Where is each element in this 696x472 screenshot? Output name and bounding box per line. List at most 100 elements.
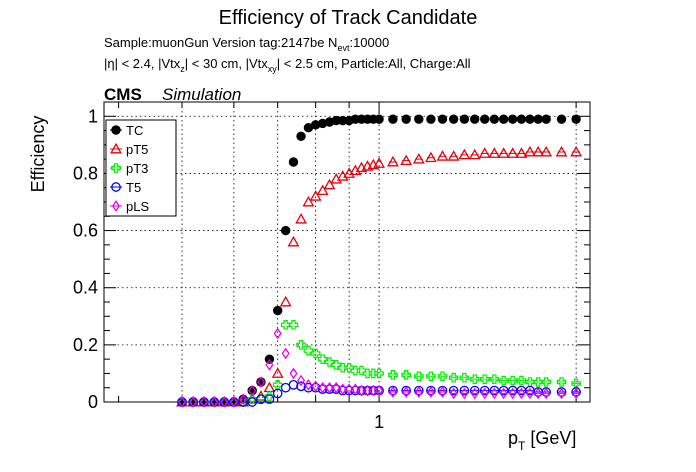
point-pt5 [555,145,568,157]
point-pt5 [570,145,583,157]
point-pt3 [414,371,424,382]
point-tc [489,114,500,124]
point-pls [311,380,320,393]
sample-info-text: Sample:muonGun Version tag:2147be N [104,35,337,50]
legend-label-pt3: pT3 [126,161,148,176]
point-pls [534,387,543,400]
point-pt5 [271,367,284,378]
point-pls [438,386,447,398]
point-pt5 [330,173,343,184]
data-points [176,114,583,408]
point-pls [499,387,508,400]
point-t5 [448,385,459,396]
point-pt3 [374,368,384,379]
x-tick-label-0: 1 [374,412,384,432]
point-pt5 [287,235,300,247]
legend-label-tc: TC [126,123,143,138]
point-tc [288,157,299,167]
point-pt5 [478,147,491,158]
point-pls [178,396,187,408]
point-pt3 [280,320,291,330]
point-pls [325,381,334,394]
point-t5 [296,381,306,392]
point-pt5 [436,150,449,161]
point-pt5 [524,145,536,157]
legend: TC pT5 pT3 T5 pLS [105,119,177,217]
cuts-part-1: z [180,64,185,74]
y-tick-label-0: 0 [88,392,98,412]
point-pt5 [400,154,413,166]
legend-marker-pt3 [111,163,121,173]
cuts-part-0: |η| < 2.4, |Vtx [104,56,181,71]
point-pls [248,384,257,397]
point-pt3 [507,375,518,386]
point-pls [265,359,274,371]
point-pls [289,367,298,380]
point-pls [525,387,534,400]
point-tc [507,114,518,124]
point-pt3 [489,374,500,384]
point-pt3 [317,354,328,364]
point-pt3 [479,374,490,384]
point-pt5 [515,147,528,158]
point-tc [272,305,283,316]
point-pt5 [506,147,519,158]
point-pls [517,387,526,400]
point-pt3 [331,360,341,370]
point-pls [297,374,306,387]
point-pls [414,386,423,398]
selection-cuts: |η| < 2.4, |Vtxz| < 30 cm, |Vtxxy| < 2.5… [104,56,471,74]
series-pt5 [176,145,583,407]
y-tick-label-4: 0.8 [73,163,98,183]
simulation-label: Simulation [162,85,241,104]
point-pt5 [458,148,471,160]
point-pt5 [540,145,553,157]
point-pls [332,381,341,394]
point-pls [357,384,366,397]
legend-label-t5: T5 [126,180,141,195]
point-pls [508,387,517,400]
point-pls [239,393,248,405]
point-pls [220,396,229,408]
point-pt3 [296,340,306,350]
point-tc [498,114,509,124]
point-pt5 [468,148,481,160]
legend-marker-t5 [111,182,121,192]
point-pls [229,396,238,408]
legend-label-pt5: pT5 [126,142,148,157]
point-tc [516,114,527,124]
point-tc [374,114,384,124]
point-tc [401,114,411,124]
point-t5 [264,394,275,404]
point-pls [426,386,435,398]
point-pt5 [302,195,315,207]
sample-info-sub: evt [337,43,350,53]
point-tc [470,114,480,124]
point-pt5 [412,153,425,164]
point-pls [189,396,198,408]
x-axis-label-sub: T [518,439,526,453]
chart-title: Efficiency of Track Candidate [219,7,478,29]
point-pt3 [324,357,335,367]
point-pt3 [541,377,551,387]
point-pt5 [532,145,545,157]
point-pls [369,384,378,397]
y-tick-label-2: 0.4 [73,278,98,298]
point-pls [542,387,551,400]
point-pls [460,387,469,400]
y-tick-label-3: 0.6 [73,221,98,241]
point-pls [338,383,347,395]
point-pt3 [303,345,314,356]
point-tc [296,131,306,141]
point-pls [363,384,372,397]
axes: 0 0.2 0.4 0.6 0.8 1 1 [73,101,591,432]
point-pt3 [516,375,527,386]
point-pt3 [368,368,379,379]
point-pls [256,376,265,388]
point-pls [199,396,208,408]
x-axis-label: pT [GeV] [508,428,576,453]
legend-marker-pt5 [110,142,122,154]
point-pt3 [401,370,411,380]
point-pls [557,387,566,400]
